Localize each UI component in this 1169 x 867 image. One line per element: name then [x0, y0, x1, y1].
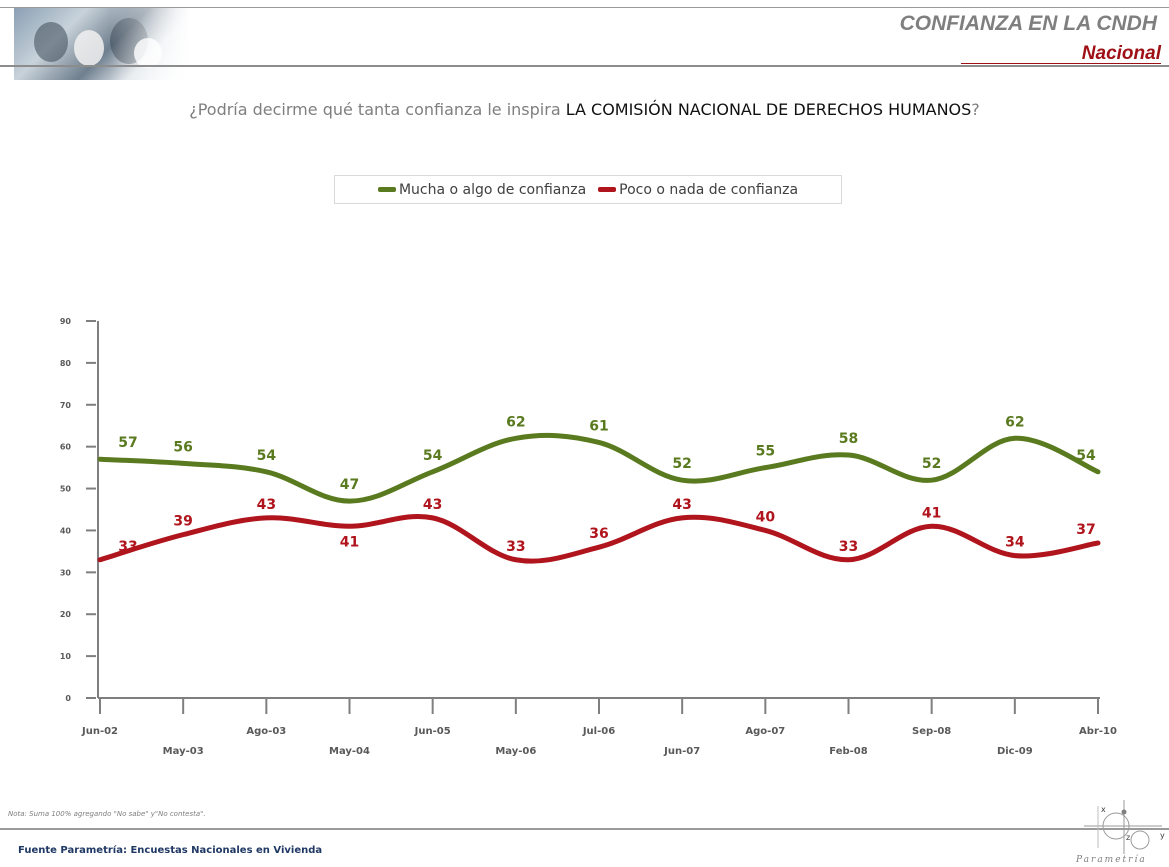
data-label-red: 43	[423, 497, 442, 513]
data-label-red: 33	[839, 539, 858, 555]
data-label-green: 52	[672, 456, 691, 472]
data-label-green: 55	[756, 444, 775, 460]
series-line-green	[97, 432, 1101, 504]
y-tick-label: 30	[60, 568, 72, 577]
data-label-green: 62	[1005, 414, 1024, 430]
data-label-green: 54	[1076, 448, 1096, 464]
footnote: Nota: Suma 100% agregando "No sabe" y"No…	[8, 810, 206, 818]
data-label-green: 58	[839, 431, 858, 447]
data-label-red: 37	[1076, 522, 1095, 538]
data-label-green: 62	[506, 414, 525, 430]
x-tick-label: May-03	[163, 746, 204, 757]
logo-letter-y: y	[1160, 831, 1165, 840]
data-label-green: 57	[118, 435, 137, 451]
series-line-red	[97, 513, 1101, 564]
x-tick-label: Jun-07	[663, 746, 700, 757]
x-tick-label: May-06	[495, 746, 536, 757]
x-tick-label: May-04	[329, 746, 370, 757]
line-chart: 0 10 20 30 40 50 60 70 80 90 Jun-02 May-03 Ago-03 May…	[60, 317, 1117, 757]
data-label-green: 52	[922, 456, 941, 472]
subtitle-underline	[961, 63, 1161, 64]
data-label-green: 47	[340, 477, 359, 493]
page-title: CONFIANZA EN LA CNDH	[899, 12, 1157, 35]
x-tick-label: Ago-03	[246, 726, 286, 737]
data-label-red: 43	[672, 497, 691, 513]
header-top-rule	[0, 7, 1169, 8]
footer-rule	[0, 828, 1169, 830]
legend-label-green: Mucha o algo de confianza	[398, 181, 587, 198]
legend-entry-green: Mucha o algo de confianza	[377, 181, 587, 198]
x-tick-label: Abr-10	[1079, 726, 1117, 737]
page-subtitle: Nacional	[1081, 43, 1161, 64]
brand-name: Parametría	[1076, 855, 1147, 865]
question-suffix: ?	[971, 100, 980, 119]
x-tick-label: Jul-06	[582, 726, 615, 737]
y-tick-label: 60	[60, 443, 72, 452]
data-label-green: 54	[423, 448, 443, 464]
x-tick-label: Jun-02	[81, 726, 118, 737]
data-label-red: 33	[506, 539, 525, 555]
chart-legend: Mucha o algo de confianza Poco o nada de…	[334, 175, 842, 204]
x-tick-label: Ago-07	[745, 726, 785, 737]
x-tick-label: Jun-05	[414, 726, 451, 737]
data-label-red: 39	[173, 514, 192, 530]
y-tick-label: 80	[60, 359, 72, 368]
header-photo	[14, 8, 188, 80]
logo-letter-z: z	[1126, 833, 1130, 842]
header-rule	[0, 65, 1169, 67]
logo-letter-x: x	[1101, 805, 1106, 814]
x-tick-label: Dic-09	[997, 746, 1033, 757]
data-label-green: 56	[173, 439, 192, 455]
source-credit: Fuente Parametría: Encuestas Nacionales …	[18, 845, 323, 856]
y-tick-label: 90	[60, 317, 72, 326]
data-label-red: 41	[922, 505, 941, 521]
y-tick-label: 0	[65, 694, 71, 703]
data-label-red: 36	[589, 526, 608, 542]
data-label-red: 34	[1005, 535, 1025, 551]
survey-question: ¿Podría decirme qué tanta confianza le i…	[0, 100, 1169, 119]
y-tick-label: 40	[60, 526, 72, 535]
data-label-green: 54	[257, 448, 277, 464]
y-tick-label: 50	[60, 485, 72, 494]
legend-swatch-red	[598, 187, 617, 192]
question-emphasis: LA COMISIÓN NACIONAL DE DERECHOS HUMANOS	[565, 100, 972, 119]
y-tick-label: 20	[60, 610, 72, 619]
x-tick-label: Sep-08	[912, 726, 951, 737]
question-prefix: ¿Podría decirme qué tanta confianza le i…	[189, 100, 566, 119]
data-label-red: 41	[340, 534, 359, 550]
data-label-red: 43	[257, 497, 276, 513]
data-label-green: 61	[589, 418, 608, 434]
legend-swatch-green	[377, 187, 396, 192]
y-tick-label: 70	[60, 401, 72, 410]
data-label-red: 40	[756, 509, 776, 525]
x-tick-label: Feb-08	[829, 746, 867, 757]
data-label-red: 33	[118, 539, 137, 555]
y-tick-label: 10	[60, 652, 72, 661]
brand-logo: x z y	[1084, 800, 1165, 854]
legend-entry-red: Poco o nada de confianza	[598, 182, 798, 198]
legend-label-red: Poco o nada de confianza	[619, 181, 799, 198]
